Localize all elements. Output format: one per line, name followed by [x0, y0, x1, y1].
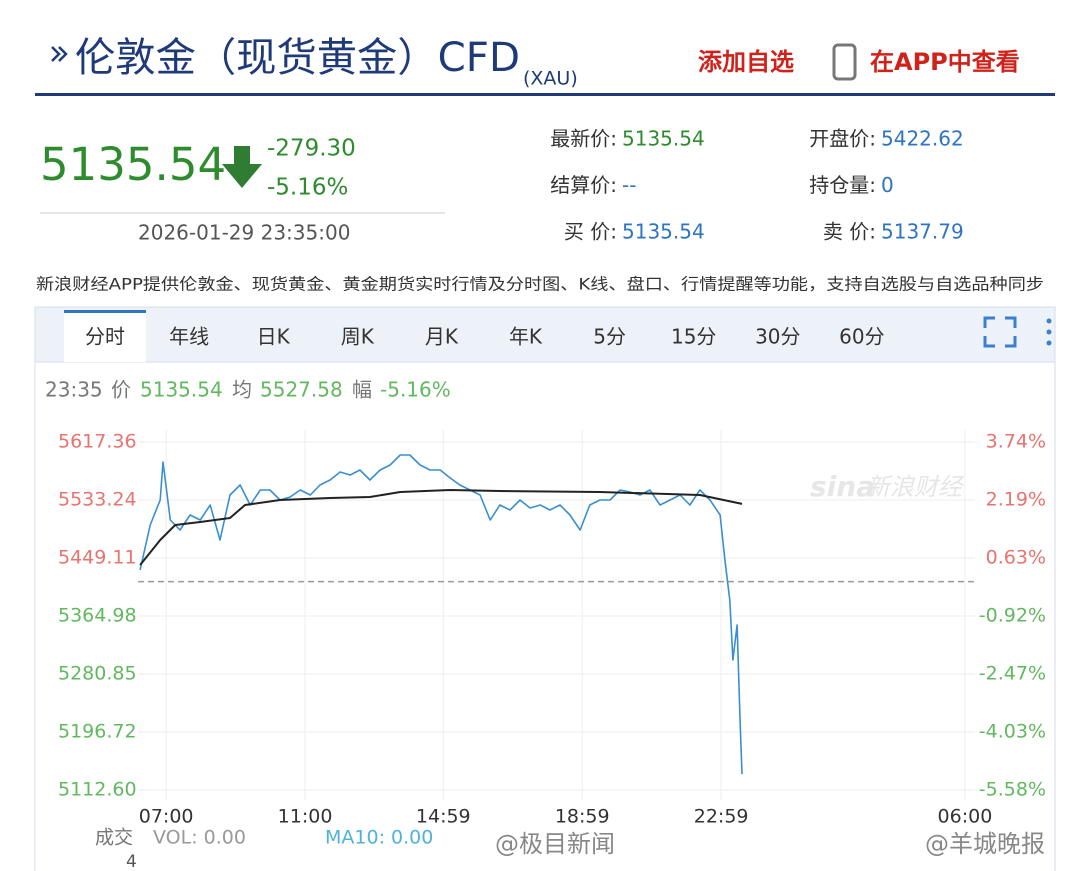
field-value: 5422.62	[881, 127, 964, 151]
open-app[interactable]: 在APP中查看	[870, 48, 1020, 76]
y2-tick-label: -2.47%	[979, 662, 1046, 684]
change-pct: -5.16%	[267, 175, 348, 201]
dot	[1046, 318, 1052, 324]
field-label: 卖 价:	[823, 220, 876, 244]
field-value: 5137.79	[881, 220, 964, 244]
y2-tick-label: 0.63%	[986, 547, 1046, 569]
code: (XAU)	[523, 68, 578, 90]
active-tab	[64, 310, 146, 362]
y-tick-label: 5112.60	[58, 779, 137, 801]
price: 5135.54	[40, 138, 226, 191]
tab[interactable]: 年线	[169, 325, 209, 349]
tab[interactable]: 分时	[85, 325, 125, 349]
logo-icon	[51, 46, 68, 62]
tab-bar	[34, 306, 1056, 363]
field-label: 持仓量:	[809, 173, 876, 197]
watermark: @极目新闻	[495, 830, 615, 858]
y-tick-label: 5449.11	[58, 546, 137, 568]
field-value: 5135.54	[622, 127, 705, 151]
y2-tick-label: -5.58%	[979, 779, 1046, 801]
y2-tick-label: -4.03%	[979, 721, 1046, 743]
sina-logo: sina	[810, 470, 875, 503]
tab[interactable]: 60分	[839, 325, 884, 349]
field-value: --	[622, 173, 636, 197]
fullscreen-icon[interactable]	[983, 316, 1017, 348]
info-label: 均	[232, 378, 252, 402]
field-value: 0	[881, 173, 894, 197]
y2-tick-label: 3.74%	[986, 431, 1046, 453]
quote-time: 2026-01-29 23:35:00	[138, 221, 350, 245]
tab[interactable]: 15分	[671, 325, 716, 349]
dot	[1046, 329, 1052, 335]
down-arrow	[222, 146, 262, 188]
y-tick-label: 5364.98	[58, 605, 137, 627]
info-pct: -5.16%	[380, 378, 451, 402]
info-avg: 5527.58	[260, 378, 343, 402]
change: -279.30	[267, 136, 356, 162]
more-icon[interactable]	[1046, 318, 1052, 346]
y2-tick-label: -0.92%	[979, 605, 1046, 627]
volume-label: 成交	[95, 827, 133, 849]
x-tick-label: 14:59	[416, 806, 471, 828]
y-tick-label: 5280.85	[58, 663, 137, 685]
active-tab-marker	[64, 310, 146, 313]
field-label: 开盘价:	[809, 127, 876, 151]
field-value: 5135.54	[622, 220, 705, 244]
sina-name: 新浪财经	[866, 473, 965, 501]
field-label: 结算价:	[550, 173, 617, 197]
y-tick-label: 5617.36	[58, 431, 137, 453]
title: 伦敦金（现货黄金）CFD	[75, 35, 520, 81]
info-label: 价	[111, 378, 131, 402]
x-tick-label: 18:59	[555, 806, 610, 828]
phone-icon[interactable]	[832, 43, 857, 81]
y2-tick-label: 2.19%	[986, 488, 1046, 510]
watermark: @羊城晚报	[925, 830, 1045, 858]
dot	[1046, 340, 1052, 346]
y-tick-label: 5533.24	[58, 488, 137, 510]
info-time: 23:35	[45, 378, 103, 402]
header-rule	[35, 93, 1055, 96]
field-label: 最新价:	[550, 127, 617, 151]
add-watchlist[interactable]: 添加自选	[698, 48, 794, 76]
info-label: 幅	[352, 378, 372, 402]
tab[interactable]: 5分	[593, 325, 626, 349]
field-label: 买 价:	[564, 220, 617, 244]
x-tick-label: 06:00	[938, 806, 993, 828]
price-line	[139, 454, 743, 775]
y-tick-label: 5196.72	[58, 721, 137, 743]
tab[interactable]: 日K	[257, 325, 291, 349]
x-tick-label: 07:00	[139, 806, 194, 828]
x-tick-label: 11:00	[278, 806, 333, 828]
vol: VOL: 0.00	[153, 827, 246, 849]
average-line	[139, 489, 743, 566]
tab[interactable]: 30分	[755, 325, 800, 349]
tab[interactable]: 年K	[509, 325, 543, 349]
tab[interactable]: 月K	[425, 325, 459, 349]
notice: 新浪财经APP提供伦敦金、现货黄金、黄金期货实时行情及分时图、K线、盘口、行情提…	[36, 275, 1044, 294]
x-tick-label: 22:59	[694, 806, 749, 828]
chart: 5617.36 5533.24 5449.11 5364.98 5280.85 5196.…	[58, 430, 1046, 828]
volume-value: 4	[126, 852, 137, 871]
ma10: MA10: 0.00	[325, 827, 433, 849]
info-price: 5135.54	[140, 378, 223, 402]
tab[interactable]: 周K	[341, 325, 375, 349]
